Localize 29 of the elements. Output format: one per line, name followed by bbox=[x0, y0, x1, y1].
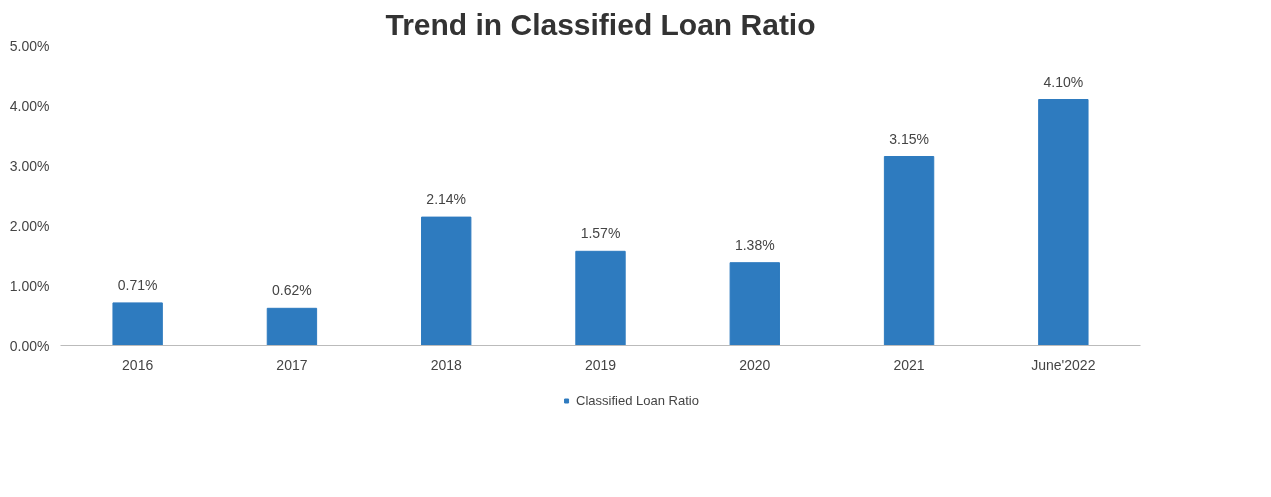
x-tick-label: 2016 bbox=[122, 356, 154, 373]
x-tick-label: June'2022 bbox=[1031, 356, 1096, 373]
y-tick-label: 2.00% bbox=[9, 217, 50, 234]
bar bbox=[112, 302, 163, 346]
data-label: 0.62% bbox=[272, 282, 312, 299]
bar bbox=[883, 156, 935, 346]
data-label: 2.14% bbox=[426, 191, 467, 208]
bar bbox=[729, 262, 780, 346]
bar bbox=[421, 216, 472, 346]
data-label: 1.38% bbox=[734, 236, 775, 253]
data-label: 3.15% bbox=[889, 130, 929, 147]
data-label: 1.57% bbox=[580, 225, 621, 242]
y-tick-label: 0.00% bbox=[9, 337, 50, 354]
x-tick-label: 2018 bbox=[430, 356, 462, 373]
y-tick-label: 1.00% bbox=[9, 277, 50, 294]
bar bbox=[1038, 99, 1089, 346]
y-tick-label: 4.00% bbox=[9, 97, 50, 114]
data-label: 4.10% bbox=[1043, 73, 1084, 90]
bar bbox=[575, 250, 626, 346]
bar bbox=[266, 307, 318, 346]
legend-label: Classified Loan Ratio bbox=[576, 392, 699, 408]
x-tick-label: 2021 bbox=[893, 356, 925, 373]
chart-title: Trend in Classified Loan Ratio bbox=[385, 7, 816, 41]
x-tick-label: 2019 bbox=[584, 356, 617, 373]
data-label: 0.71% bbox=[117, 276, 158, 293]
x-tick-label: 2020 bbox=[739, 356, 771, 373]
y-tick-label: 3.00% bbox=[9, 157, 50, 174]
x-tick-label: 2017 bbox=[276, 356, 308, 373]
y-tick-label: 5.00% bbox=[9, 37, 50, 54]
